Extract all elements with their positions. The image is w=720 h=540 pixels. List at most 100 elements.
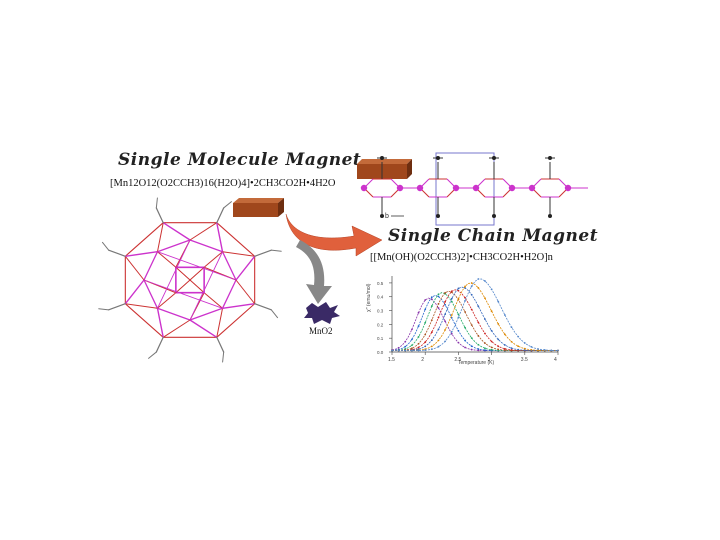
ac-susceptibility-chart: 1.5 2 2.5 3 3.5 4 0.0 0.1 0.2 0.3 0.4 0.5 χ'' (emu/… — [366, 276, 559, 366]
unit-cell-box — [435, 152, 495, 226]
chart-point — [497, 348, 500, 351]
chart-point — [510, 326, 513, 329]
chart-point — [503, 349, 506, 352]
x-tick-label: 2.5 — [454, 357, 461, 363]
chart-point — [484, 342, 486, 345]
chart-point — [424, 321, 427, 324]
chart-point — [417, 325, 420, 327]
chart-point — [490, 288, 493, 291]
chart-point — [424, 341, 427, 344]
chart-point — [470, 282, 473, 284]
chart-point — [523, 349, 526, 352]
chart-series-line — [391, 278, 559, 352]
chart-point — [437, 345, 440, 348]
x-tick-label: 3.5 — [521, 357, 528, 363]
chart-point — [470, 324, 473, 326]
chart-point — [457, 297, 460, 300]
chart-point — [503, 344, 506, 346]
chart-point — [490, 310, 493, 313]
chart-series-line — [391, 282, 559, 352]
chart-point — [470, 308, 473, 311]
chart-point — [490, 348, 493, 351]
mn12-cluster-structure — [98, 197, 282, 363]
decomposition-arrow — [296, 240, 332, 304]
chart-point — [444, 313, 447, 316]
chart-point — [437, 293, 440, 296]
chart-point — [464, 285, 466, 288]
chart-point — [397, 349, 400, 352]
chart-point — [497, 345, 500, 348]
chart-point — [464, 326, 466, 329]
chart-point — [530, 348, 533, 351]
chart-point — [437, 295, 440, 298]
chart-series-line — [391, 292, 558, 352]
chart-point — [517, 348, 520, 351]
chart-point — [437, 316, 440, 319]
chart-series-line — [391, 297, 558, 352]
chart-point — [510, 340, 513, 343]
y-tick-label: 0.5 — [377, 281, 384, 286]
chart-point — [537, 348, 539, 350]
chart-point — [417, 346, 420, 349]
y-tick-label: 0.4 — [377, 295, 384, 300]
chart-point — [424, 299, 427, 301]
chart-point — [457, 316, 460, 319]
chart-point — [517, 335, 520, 338]
chart-point — [477, 334, 480, 337]
chart-point — [411, 349, 413, 352]
chart-point — [411, 328, 413, 331]
chart-point — [464, 346, 466, 349]
chart-point — [430, 345, 433, 348]
chart-point — [450, 290, 453, 293]
chain-structure — [360, 152, 588, 226]
chart-point — [437, 339, 440, 342]
chart-point — [411, 344, 413, 347]
chart-point — [444, 320, 447, 323]
chart-point — [417, 311, 420, 314]
chart-point — [470, 345, 473, 348]
chart-point — [497, 300, 500, 303]
chart-point — [417, 335, 420, 338]
chart-point — [430, 339, 433, 342]
chart-point — [391, 349, 393, 352]
chart-point — [550, 349, 553, 352]
chart-point — [503, 314, 506, 316]
chart-point — [484, 297, 486, 300]
chart-point — [470, 293, 473, 296]
chart-point — [477, 321, 480, 324]
chart-point — [437, 307, 440, 309]
chart-point — [477, 348, 480, 350]
chart-point — [417, 349, 420, 352]
chart-point — [437, 302, 440, 305]
chart-point — [450, 330, 453, 333]
chart-point — [477, 278, 480, 280]
chart-point — [404, 340, 407, 343]
chart-point — [444, 291, 447, 294]
chart-point — [417, 342, 420, 345]
chart-point — [464, 311, 466, 313]
chart-point — [464, 339, 466, 342]
chart-point — [477, 305, 480, 308]
chart-point — [430, 331, 433, 334]
smm-formula: [Mn12O12(O2CCH3)16(H2O)4]•2CH3CO2H•4H2O — [110, 178, 336, 189]
chart-point — [464, 299, 466, 302]
x-tick-label: 3 — [488, 357, 491, 363]
chart-point — [510, 347, 513, 350]
chart-point — [411, 338, 413, 341]
chart-point — [470, 348, 473, 351]
mno2-particle — [304, 302, 340, 324]
chart-point — [424, 349, 427, 352]
chart-series-line — [391, 294, 558, 352]
smm-title: Single Molecule Magnet — [118, 150, 362, 170]
chart-point — [497, 323, 500, 325]
chart-point — [470, 285, 473, 288]
chart-point — [543, 349, 546, 351]
chart-point — [510, 349, 513, 351]
chart-point — [450, 332, 453, 335]
b-axis-label: b — [385, 213, 389, 220]
chart-point — [470, 337, 473, 339]
x-tick-label: 1.5 — [388, 357, 395, 363]
crystal-bar-left — [233, 198, 284, 217]
chart-point — [530, 346, 533, 348]
